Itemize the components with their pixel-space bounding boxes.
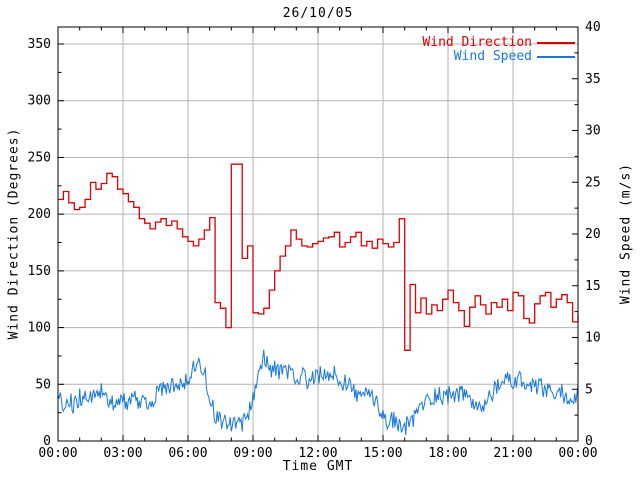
tick-label-right-15: 15 xyxy=(585,279,601,294)
tick-label-x-5: 15:00 xyxy=(363,446,402,461)
right-axis-title: Wind Speed (m/s) xyxy=(618,162,634,305)
tick-label-left-200: 200 xyxy=(28,207,51,222)
series-wind-speed xyxy=(57,349,579,436)
legend-label-wind-speed: Wind Speed xyxy=(453,49,532,64)
tick-label-left-100: 100 xyxy=(28,321,51,336)
chart-title: 26/10/05 xyxy=(282,6,354,21)
tick-label-left-250: 250 xyxy=(28,150,51,165)
tick-label-x-2: 06:00 xyxy=(168,446,207,461)
left-axis-title: Wind Direction (Degrees) xyxy=(6,127,22,340)
tick-label-left-150: 150 xyxy=(28,264,51,279)
tick-label-left-350: 350 xyxy=(28,37,51,52)
tick-label-right-40: 40 xyxy=(585,20,601,35)
tick-label-right-0: 0 xyxy=(585,434,593,449)
tick-label-x-6: 18:00 xyxy=(428,446,467,461)
tick-label-x-8: 00:00 xyxy=(558,446,597,461)
tick-label-right-30: 30 xyxy=(585,124,601,139)
tick-label-right-10: 10 xyxy=(585,331,601,346)
legend-item-wind-speed: Wind Speed xyxy=(454,50,575,63)
tick-label-left-50: 50 xyxy=(35,377,51,392)
tick-label-right-35: 35 xyxy=(585,72,601,87)
legend-line-sample-wind-speed xyxy=(537,55,575,58)
tick-label-right-20: 20 xyxy=(585,227,601,242)
tick-label-x-4: 12:00 xyxy=(298,446,337,461)
x-axis-title: Time GMT xyxy=(282,459,354,474)
legend-item-wind-direction: Wind Direction xyxy=(422,36,575,49)
chart-legend: Wind Direction Wind Speed xyxy=(335,36,575,63)
tick-label-left-0: 0 xyxy=(43,434,51,449)
tick-label-x-3: 09:00 xyxy=(233,446,272,461)
tick-label-right-5: 5 xyxy=(585,382,593,397)
tick-label-x-1: 03:00 xyxy=(103,446,142,461)
legend-label-wind-direction: Wind Direction xyxy=(422,35,532,50)
series-wind-direction xyxy=(58,163,579,351)
tick-label-x-7: 21:00 xyxy=(493,446,532,461)
tick-label-left-300: 300 xyxy=(28,94,51,109)
legend-line-sample-wind-direction xyxy=(537,41,575,44)
tick-label-x-0: 00:00 xyxy=(38,446,77,461)
tick-label-right-25: 25 xyxy=(585,175,601,190)
